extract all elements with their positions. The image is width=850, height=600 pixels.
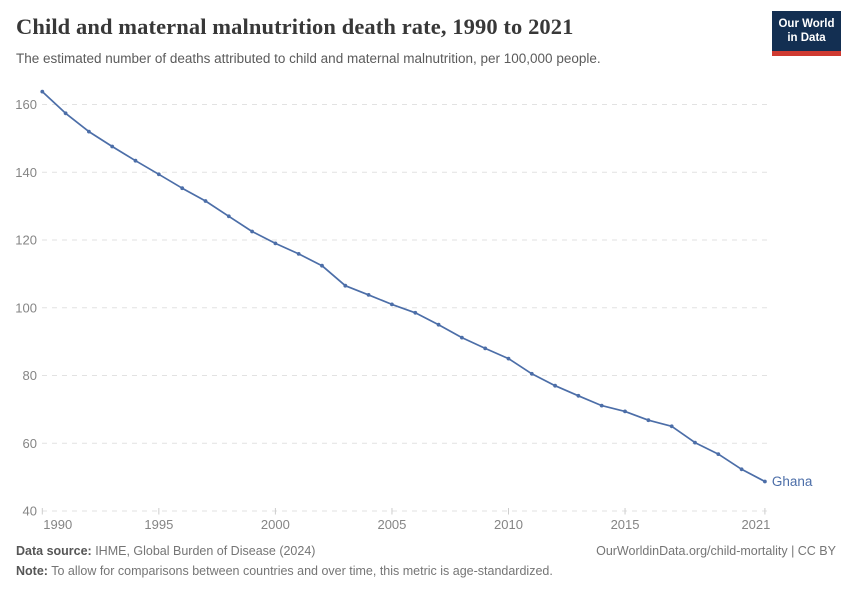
data-point[interactable]: [716, 452, 721, 456]
data-point[interactable]: [63, 111, 68, 116]
data-point[interactable]: [669, 424, 674, 429]
data-line-ghana: [41, 90, 766, 483]
data-point[interactable]: [483, 346, 488, 351]
x-axis-tick-label: 2000: [261, 517, 290, 532]
data-point[interactable]: [390, 302, 394, 307]
data-point[interactable]: [320, 263, 324, 268]
data-point[interactable]: [763, 479, 767, 484]
y-axis-tick-label: 160: [15, 97, 37, 112]
data-point[interactable]: [40, 89, 45, 94]
data-point[interactable]: [646, 418, 651, 423]
y-axis-tick-label: 40: [23, 504, 37, 519]
data-point[interactable]: [553, 383, 557, 388]
data-point[interactable]: [273, 241, 278, 246]
entity-label-ghana[interactable]: Ghana: [772, 474, 813, 489]
x-axis-tick-label: 2015: [611, 517, 640, 532]
citation-link[interactable]: OurWorldinData.org/child-mortality | CC …: [596, 544, 836, 558]
data-point[interactable]: [296, 252, 301, 256]
y-axis-tick-label: 140: [15, 165, 37, 180]
footnote-label: Note:: [16, 564, 48, 578]
data-source-text: Data source: IHME, Global Burden of Dise…: [16, 544, 315, 558]
owid-logo[interactable]: Our World in Data: [772, 11, 841, 56]
y-axis-tick-label: 120: [15, 233, 37, 248]
chart-footer: Data source: IHME, Global Burden of Dise…: [16, 544, 836, 578]
data-point[interactable]: [506, 356, 511, 361]
data-point[interactable]: [739, 467, 744, 472]
x-axis-tick-label: 2010: [494, 517, 523, 532]
data-source-value: IHME, Global Burden of Disease (2024): [91, 544, 316, 558]
data-point[interactable]: [623, 409, 627, 414]
footnote-text: Note: To allow for comparisons between c…: [16, 564, 836, 578]
x-axis-tick-label: 2021: [741, 517, 770, 532]
y-axis-tick-label: 60: [23, 436, 37, 451]
data-point[interactable]: [529, 371, 534, 376]
owid-logo-line1: Our World: [778, 18, 835, 30]
y-axis-tick-label: 80: [23, 368, 37, 383]
x-axis-tick-label: 1995: [144, 517, 173, 532]
data-point[interactable]: [250, 229, 255, 234]
x-axis-tick-label: 2005: [377, 517, 406, 532]
data-source-label: Data source:: [16, 544, 92, 558]
data-point[interactable]: [576, 393, 581, 398]
data-point[interactable]: [180, 186, 185, 191]
data-point[interactable]: [460, 335, 464, 340]
data-point[interactable]: [436, 322, 441, 327]
data-point[interactable]: [693, 440, 697, 445]
x-axis-tick-label: 1990: [43, 517, 72, 532]
owid-logo-line2: in Data: [787, 32, 826, 45]
data-point[interactable]: [110, 144, 115, 149]
y-axis-tick-label: 100: [15, 300, 37, 315]
line-chart-plot[interactable]: 40 60 80 100 120 140 160 1990 1995 2000 2005 2010 20…: [0, 0, 850, 540]
data-point[interactable]: [343, 283, 348, 288]
data-point[interactable]: [87, 129, 91, 134]
data-point[interactable]: [413, 310, 418, 315]
data-point[interactable]: [226, 214, 231, 219]
chart-title: Child and maternal malnutrition death ra…: [16, 14, 574, 39]
footnote-value: To allow for comparisons between countri…: [47, 564, 553, 578]
chart-subtitle: The estimated number of deaths attribute…: [16, 51, 601, 66]
data-point[interactable]: [366, 293, 371, 297]
data-point[interactable]: [156, 172, 161, 177]
data-point[interactable]: [133, 158, 138, 163]
data-point[interactable]: [203, 199, 208, 203]
data-point[interactable]: [599, 403, 604, 408]
